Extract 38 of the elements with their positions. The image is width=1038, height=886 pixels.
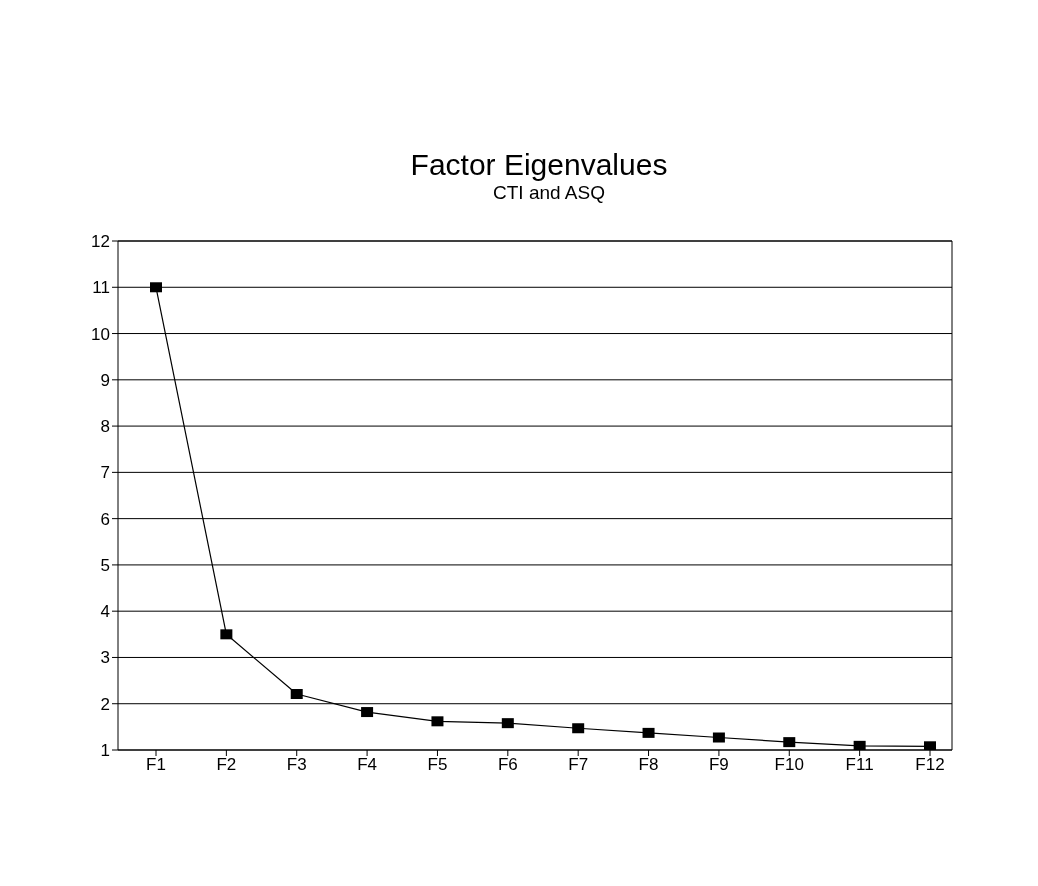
x-tick-label: F6 (497, 755, 518, 775)
x-tick-label: F10 (774, 755, 804, 775)
point (642, 727, 655, 738)
y-tick-label: 9 (100, 370, 110, 390)
point (431, 716, 444, 727)
y-tick-label: 4 (100, 602, 110, 622)
point (853, 740, 866, 750)
y-tick-label: 6 (100, 509, 110, 529)
x-tick-label: F7 (568, 755, 589, 775)
point (150, 282, 162, 293)
y-tick-label: 3 (100, 648, 110, 668)
y-tick-label: 12 (91, 232, 110, 252)
point (924, 741, 936, 750)
point (361, 707, 374, 718)
x-tick-label: F1 (146, 755, 166, 775)
x-tick-label: F2 (216, 755, 237, 775)
x-tick-label: F12 (915, 755, 945, 775)
point (220, 629, 233, 640)
x-tick-label: F5 (427, 755, 448, 775)
point (290, 689, 303, 700)
x-tick-label: F3 (286, 755, 307, 775)
y-tick-label: 5 (100, 555, 110, 575)
point (501, 718, 514, 729)
chart-title: Factor Eigenvalues (409, 148, 669, 182)
point (572, 723, 585, 734)
y-tick-label: 11 (92, 278, 110, 298)
y-tick-label: 8 (100, 417, 110, 437)
y-tick-label: 2 (100, 694, 110, 714)
chart-subtitle: CTI and ASQ (492, 182, 606, 204)
x-tick-label: F11 (845, 755, 874, 775)
point (783, 737, 796, 748)
x-tick-label: F9 (708, 755, 729, 775)
x-tick-label: F8 (638, 755, 659, 775)
x-tick-label: F4 (357, 755, 378, 775)
y-tick-label: 7 (100, 463, 110, 483)
y-tick-label: 10 (91, 324, 110, 344)
y-tick-label: 1 (100, 741, 110, 761)
point (712, 732, 725, 743)
